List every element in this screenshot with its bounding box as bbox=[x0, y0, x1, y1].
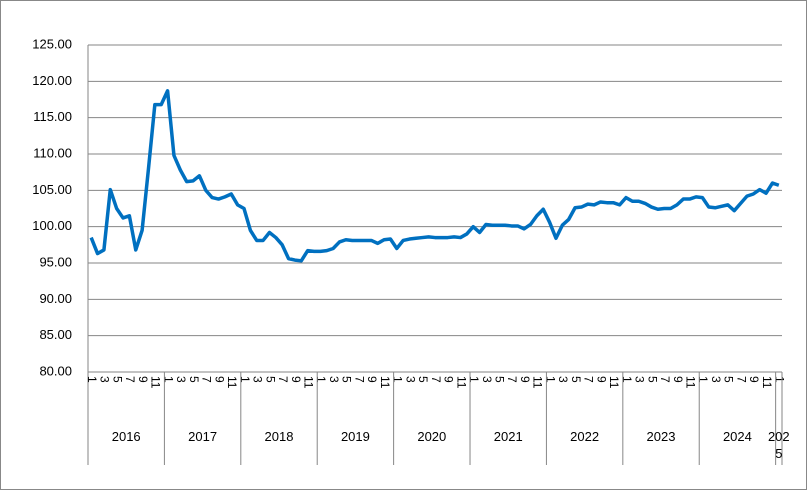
x-tick-label: 9 bbox=[594, 376, 608, 383]
x-tick-label: 11 bbox=[301, 376, 315, 389]
x-tick-label: 11 bbox=[225, 376, 239, 389]
x-tick-label: 1 bbox=[238, 376, 252, 383]
x-tick-label: 3 bbox=[251, 376, 265, 383]
y-tick-label: 115.00 bbox=[33, 109, 72, 124]
y-tick-label: 125.00 bbox=[32, 36, 72, 51]
x-tick-label: 7 bbox=[505, 376, 519, 383]
year-label: 2023 bbox=[646, 429, 676, 444]
x-tick-label: 3 bbox=[709, 376, 723, 383]
y-tick-label: 80.00 bbox=[39, 363, 72, 378]
x-tick-label: 1 bbox=[85, 376, 99, 383]
year-label: 2018 bbox=[264, 429, 294, 444]
x-tick-label: 3 bbox=[556, 376, 570, 383]
x-tick-label: 5 bbox=[340, 376, 354, 383]
x-tick-label: 11 bbox=[149, 376, 163, 389]
x-tick-label: 1 bbox=[543, 376, 557, 383]
x-tick-label: 7 bbox=[352, 376, 366, 383]
x-tick-label: 3 bbox=[174, 376, 188, 383]
x-tick-label: 5 bbox=[645, 376, 659, 383]
x-tick-label: 11 bbox=[684, 376, 698, 389]
x-tick-label: 9 bbox=[365, 376, 379, 383]
x-tick-label: 7 bbox=[582, 376, 596, 383]
x-tick-label: 3 bbox=[327, 376, 341, 383]
year-label: 2025 bbox=[767, 429, 790, 461]
y-tick-label: 85.00 bbox=[39, 327, 72, 342]
x-tick-label: 5 bbox=[492, 376, 506, 383]
x-tick-label: 9 bbox=[442, 376, 456, 383]
x-tick-label: 5 bbox=[722, 376, 736, 383]
year-label: 2024 bbox=[722, 429, 752, 444]
y-tick-label: 110.00 bbox=[33, 145, 72, 160]
x-tick-label: 9 bbox=[671, 376, 685, 383]
y-tick-label: 90.00 bbox=[39, 291, 72, 306]
x-tick-label: 11 bbox=[760, 376, 774, 389]
x-tick-label: 11 bbox=[454, 376, 468, 389]
x-tick-label: 1 bbox=[773, 376, 787, 383]
x-tick-label: 1 bbox=[391, 376, 405, 383]
x-tick-label: 9 bbox=[747, 376, 761, 383]
y-tick-label: 120.00 bbox=[32, 73, 72, 88]
x-tick-label: 11 bbox=[378, 376, 392, 389]
x-tick-label: 5 bbox=[187, 376, 201, 383]
x-tick-label: 7 bbox=[200, 376, 214, 383]
y-tick-label: 105.00 bbox=[32, 182, 72, 197]
x-tick-label: 7 bbox=[658, 376, 672, 383]
year-label: 2016 bbox=[111, 429, 141, 444]
x-tick-label: 5 bbox=[263, 376, 277, 383]
x-tick-label: 7 bbox=[429, 376, 443, 383]
x-tick-label: 9 bbox=[136, 376, 150, 383]
year-label: 2021 bbox=[493, 429, 523, 444]
line-series bbox=[89, 89, 780, 263]
year-label: 2019 bbox=[340, 429, 370, 444]
x-tick-label: 7 bbox=[276, 376, 290, 383]
x-tick-label: 1 bbox=[696, 376, 710, 383]
x-tick-label: 1 bbox=[467, 376, 481, 383]
x-tick-label: 3 bbox=[480, 376, 494, 383]
year-label: 2017 bbox=[188, 429, 218, 444]
x-tick-label: 9 bbox=[212, 376, 226, 383]
year-label: 2022 bbox=[570, 429, 600, 444]
x-tick-label: 5 bbox=[569, 376, 583, 383]
x-tick-label: 7 bbox=[734, 376, 748, 383]
x-tick-label: 9 bbox=[518, 376, 532, 383]
x-tick-label: 1 bbox=[620, 376, 634, 383]
x-tick-label: 3 bbox=[98, 376, 112, 383]
x-tick-label: 5 bbox=[110, 376, 124, 383]
x-tick-label: 7 bbox=[123, 376, 137, 383]
y-tick-label: 95.00 bbox=[39, 254, 72, 269]
x-tick-label: 9 bbox=[289, 376, 303, 383]
x-tick-label: 1 bbox=[314, 376, 328, 383]
x-tick-label: 3 bbox=[633, 376, 647, 383]
x-tick-label: 3 bbox=[403, 376, 417, 383]
x-tick-label: 11 bbox=[607, 376, 621, 389]
y-tick-label: 100.00 bbox=[32, 218, 72, 233]
year-label: 2020 bbox=[417, 429, 447, 444]
x-tick-label: 11 bbox=[531, 376, 545, 389]
x-tick-label: 1 bbox=[161, 376, 175, 383]
x-tick-label: 5 bbox=[416, 376, 430, 383]
